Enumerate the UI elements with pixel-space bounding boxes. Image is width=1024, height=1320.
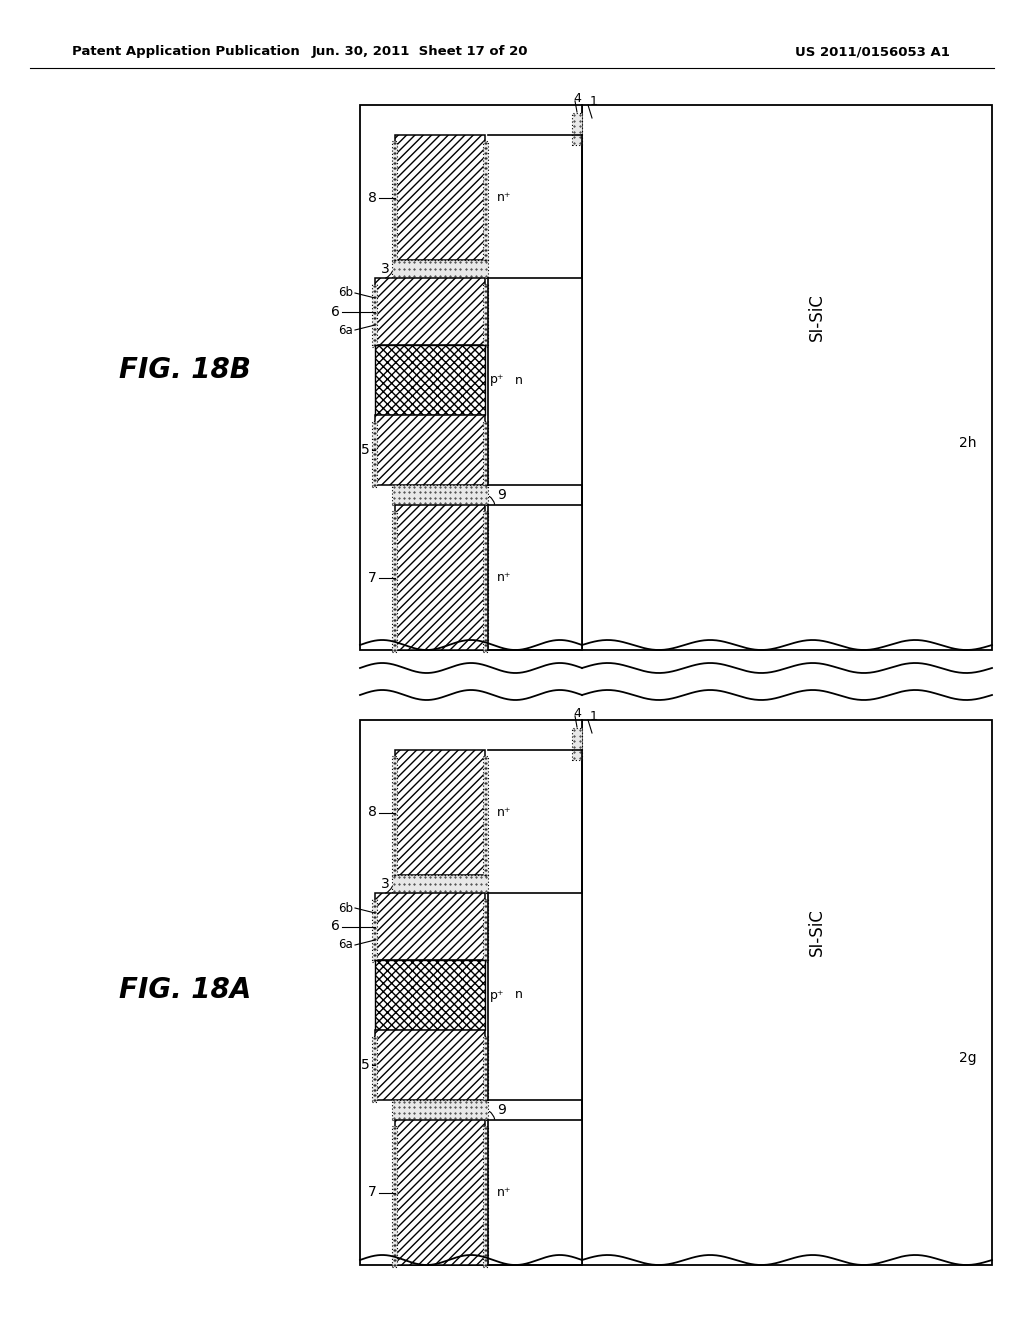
Bar <box>392 484 488 506</box>
Text: n⁺: n⁺ <box>497 807 512 818</box>
Bar <box>483 899 488 962</box>
Bar <box>572 729 582 760</box>
Bar <box>483 756 488 876</box>
Text: 6: 6 <box>331 920 340 933</box>
Text: n: n <box>515 989 523 1002</box>
Bar <box>392 875 488 894</box>
Text: 5: 5 <box>361 1059 370 1072</box>
Bar <box>392 1100 488 1119</box>
Text: 6b: 6b <box>338 286 353 300</box>
Bar <box>572 114 582 145</box>
Text: 4: 4 <box>573 708 581 719</box>
Bar <box>395 1119 485 1265</box>
Text: US 2011/0156053 A1: US 2011/0156053 A1 <box>795 45 950 58</box>
Bar <box>392 756 397 876</box>
Bar <box>375 960 485 1030</box>
Text: 4: 4 <box>573 92 581 106</box>
Text: 5: 5 <box>361 444 370 457</box>
Bar <box>375 1030 485 1100</box>
Bar <box>395 506 485 649</box>
Text: FIG. 18B: FIG. 18B <box>119 356 251 384</box>
Bar <box>375 894 485 960</box>
Text: p⁺: p⁺ <box>490 989 505 1002</box>
Text: n: n <box>515 374 523 387</box>
Bar <box>483 511 488 652</box>
Text: 6: 6 <box>331 305 340 318</box>
Text: FIG. 18A: FIG. 18A <box>119 975 251 1005</box>
Bar <box>582 719 992 1265</box>
Text: n⁺: n⁺ <box>497 191 512 205</box>
Bar <box>392 141 397 261</box>
Bar <box>392 511 397 652</box>
Text: 8: 8 <box>368 805 377 820</box>
Bar <box>392 1126 397 1267</box>
Text: 7: 7 <box>369 570 377 585</box>
Text: 6a: 6a <box>338 939 353 952</box>
Text: SI-SiC: SI-SiC <box>808 908 826 957</box>
Text: 2h: 2h <box>959 436 977 450</box>
Bar <box>360 106 582 649</box>
Bar <box>372 284 377 347</box>
Text: Jun. 30, 2011  Sheet 17 of 20: Jun. 30, 2011 Sheet 17 of 20 <box>311 45 528 58</box>
Bar <box>375 414 485 484</box>
Bar <box>395 135 485 260</box>
Bar <box>375 279 485 345</box>
Bar <box>375 345 485 414</box>
Text: n⁺: n⁺ <box>497 1185 512 1199</box>
Text: 2g: 2g <box>959 1051 977 1065</box>
Bar <box>582 106 992 649</box>
Text: 6a: 6a <box>338 323 353 337</box>
Text: 9: 9 <box>497 488 506 502</box>
Bar <box>372 899 377 962</box>
Bar <box>372 421 377 487</box>
Text: 7: 7 <box>369 1185 377 1200</box>
Bar <box>483 421 488 487</box>
Bar <box>372 1036 377 1102</box>
Text: 8: 8 <box>368 190 377 205</box>
Bar <box>483 1036 488 1102</box>
Text: SI-SiC: SI-SiC <box>808 293 826 342</box>
Bar <box>392 260 488 279</box>
Text: p⁺: p⁺ <box>490 374 505 387</box>
Bar <box>395 750 485 875</box>
Text: 6b: 6b <box>338 902 353 915</box>
Text: 3: 3 <box>381 876 390 891</box>
Text: 1: 1 <box>590 95 598 108</box>
Bar <box>483 141 488 261</box>
Text: n⁺: n⁺ <box>497 572 512 583</box>
Text: 3: 3 <box>381 261 390 276</box>
Text: 9: 9 <box>497 1104 506 1117</box>
Bar <box>483 1126 488 1267</box>
Bar <box>360 719 582 1265</box>
Text: 1: 1 <box>590 710 598 723</box>
Bar <box>483 284 488 347</box>
Text: Patent Application Publication: Patent Application Publication <box>72 45 300 58</box>
